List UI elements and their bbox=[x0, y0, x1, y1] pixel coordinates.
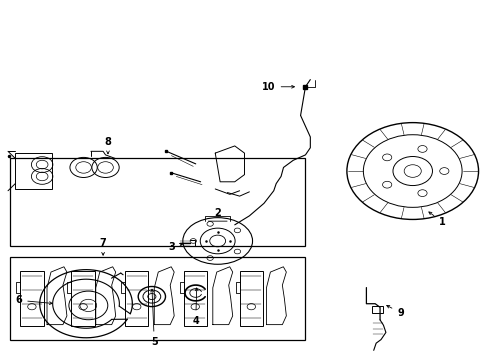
Text: 1: 1 bbox=[428, 212, 445, 227]
Bar bbox=[183, 270, 206, 326]
Bar bbox=[125, 270, 148, 326]
Bar bbox=[371, 306, 382, 313]
Bar bbox=[239, 270, 263, 326]
Text: 3: 3 bbox=[168, 242, 182, 252]
Bar bbox=[10, 158, 305, 246]
Text: 10: 10 bbox=[262, 82, 294, 92]
Text: 8: 8 bbox=[104, 138, 111, 154]
Text: 5: 5 bbox=[150, 289, 157, 347]
Bar bbox=[10, 257, 305, 339]
Text: 7: 7 bbox=[100, 238, 106, 255]
Text: 4: 4 bbox=[192, 288, 199, 325]
Text: 2: 2 bbox=[214, 208, 221, 219]
Bar bbox=[20, 270, 43, 326]
Text: 9: 9 bbox=[386, 305, 403, 318]
Bar bbox=[71, 270, 95, 326]
Text: 6: 6 bbox=[16, 295, 52, 305]
